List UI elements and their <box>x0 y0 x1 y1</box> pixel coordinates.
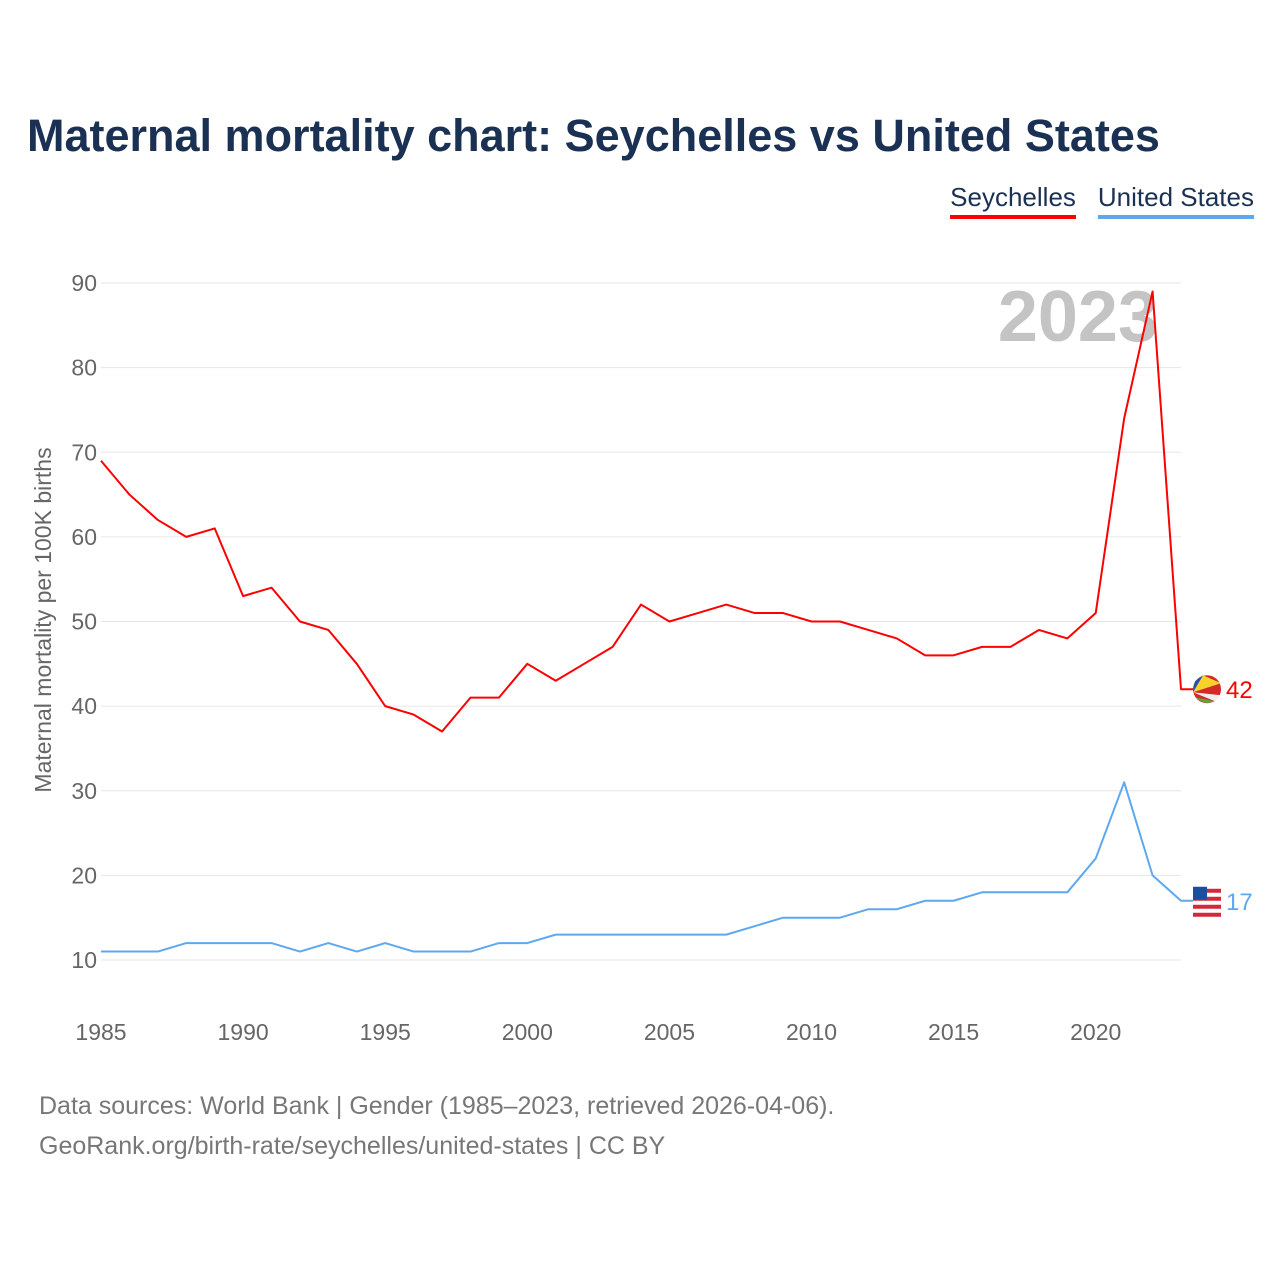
series-line-seychelles <box>100 290 1195 733</box>
source-link[interactable]: GeoRank.org/birth-rate/seychelles/united… <box>39 1132 666 1160</box>
y-tick-label: 60 <box>71 524 97 550</box>
end-value-label: 42 <box>1226 677 1253 704</box>
flag-stripe <box>1193 904 1221 909</box>
source-text: Data sources: World Bank | Gender (1985–… <box>39 1092 835 1120</box>
x-tick-label: 2005 <box>644 1019 695 1045</box>
footer: Data sources: World Bank | Gender (1985–… <box>39 1086 834 1166</box>
y-tick-label: 20 <box>71 862 97 888</box>
y-tick-label: 10 <box>71 947 97 973</box>
end-value-label: 17 <box>1226 889 1253 916</box>
x-tick-label: 1995 <box>360 1019 411 1045</box>
x-tick-label: 2020 <box>1070 1019 1121 1045</box>
y-tick-label: 70 <box>71 439 97 465</box>
y-axis-label: Maternal mortality per 100K births <box>30 447 56 792</box>
flag-stripe <box>1193 675 1221 693</box>
x-tick-label: 2000 <box>502 1019 553 1045</box>
y-tick-label: 80 <box>71 355 97 381</box>
legend-united-states[interactable]: United States <box>1097 182 1254 219</box>
y-tick-label: 40 <box>71 693 97 719</box>
x-tick-label: 1985 <box>75 1019 126 1045</box>
x-tick-label: 1990 <box>218 1019 269 1045</box>
flag-stripe <box>1195 697 1215 704</box>
flag-stripe <box>1193 692 1221 702</box>
y-tick-label: 90 <box>71 270 97 296</box>
year-watermark: 2023 <box>998 277 1158 357</box>
flag-stripe <box>1193 675 1203 693</box>
x-tick-label: 2015 <box>928 1019 979 1045</box>
legend: Seychelles United States <box>950 182 1254 219</box>
y-tick-label: 30 <box>71 778 97 804</box>
series-line-united-states <box>101 781 1195 953</box>
x-tick-label: 2010 <box>786 1019 837 1045</box>
flag-canton <box>1193 886 1207 900</box>
flag-stripe <box>1193 912 1221 917</box>
chart-title: Maternal mortality chart: Seychelles vs … <box>27 110 1160 161</box>
legend-seychelles[interactable]: Seychelles <box>950 182 1076 219</box>
y-tick-label: 50 <box>71 609 97 635</box>
